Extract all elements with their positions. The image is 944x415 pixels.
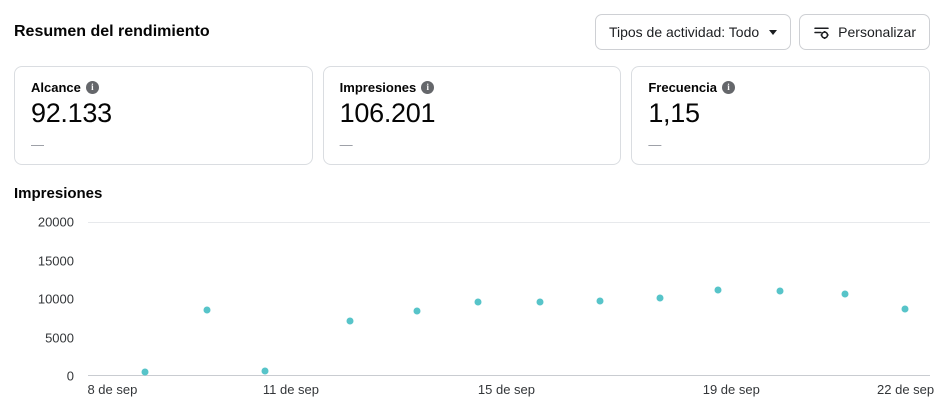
metric-comparison: — [31, 137, 44, 152]
data-point[interactable] [714, 286, 722, 294]
header-actions: Tipos de actividad: Todo Personalizar [594, 14, 930, 50]
customize-label: Personalizar [838, 24, 916, 40]
x-axis: 8 de sep 11 de sep 15 de sep 19 de sep 22 de… [87, 382, 934, 402]
metric-comparison: — [648, 137, 662, 152]
metric-label: Impresiones [339, 80, 417, 95]
metric-label-row: Impresiones i [340, 80, 605, 95]
customize-button[interactable]: Personalizar [799, 14, 930, 50]
data-point[interactable] [776, 287, 784, 295]
metric-cards: Alcance i 92.133 — Impresiones i 106.201… [14, 66, 931, 165]
x-axis-label: 15 de sep [477, 382, 536, 397]
x-axis-line [88, 375, 930, 376]
customize-icon [813, 24, 830, 41]
metric-label-row: Frecuencia i [648, 80, 913, 95]
data-point[interactable] [656, 294, 664, 302]
metric-value: 106.201 [339, 98, 436, 128]
x-axis-label: 8 de sep [87, 382, 138, 397]
y-axis-label: 0 [66, 368, 74, 384]
x-axis-label: 22 de sep [877, 382, 935, 397]
data-point[interactable] [474, 298, 482, 306]
plot-area [88, 222, 930, 376]
metric-card-frecuencia: Frecuencia i 1,15 — [631, 66, 931, 165]
metric-label: Frecuencia [648, 80, 717, 95]
y-axis: 20000 15000 10000 5000 0 [0, 215, 80, 384]
page-title: Resumen del rendimiento [14, 23, 210, 40]
activity-type-filter-button[interactable]: Tipos de actividad: Todo [594, 14, 792, 50]
info-icon[interactable]: i [421, 81, 435, 94]
y-axis-label: 15000 [37, 253, 74, 268]
data-point[interactable] [596, 297, 604, 305]
metric-card-alcance: Alcance i 92.133 — [14, 66, 313, 165]
y-axis-label: 10000 [37, 291, 74, 307]
y-axis-label: 5000 [45, 330, 74, 345]
activity-type-filter-label: Tipos de actividad: Todo [608, 24, 760, 40]
data-point[interactable] [413, 307, 421, 315]
x-axis-label: 19 de sep [702, 382, 760, 397]
chevron-down-icon [769, 29, 778, 35]
metric-comparison: — [339, 137, 353, 152]
data-point[interactable] [536, 298, 544, 306]
y-axis-label: 20000 [37, 214, 74, 230]
info-icon[interactable]: i [85, 81, 99, 94]
data-point[interactable] [901, 305, 909, 313]
gridline-top [88, 222, 930, 223]
data-point[interactable] [841, 290, 849, 298]
data-point[interactable] [141, 368, 149, 376]
metric-label: Alcance [31, 80, 81, 95]
data-point[interactable] [261, 367, 269, 375]
x-axis-label: 11 de sep [262, 382, 319, 397]
info-icon[interactable]: i [722, 81, 735, 94]
chart-section-title: Impresiones [14, 185, 103, 202]
metric-value: 92.133 [31, 98, 112, 128]
metric-card-impresiones: Impresiones i 106.201 — [322, 66, 622, 165]
data-point[interactable] [346, 317, 354, 325]
performance-summary-page: Resumen del rendimiento Tipos de activid… [0, 0, 944, 404]
data-point[interactable] [203, 306, 211, 314]
header: Resumen del rendimiento Tipos de activid… [0, 0, 944, 50]
metric-label-row: Alcance i [31, 80, 296, 95]
metric-value: 1,15 [648, 98, 700, 128]
impressions-chart: 20000 15000 10000 5000 0 8 de sep 11 de sep 15… [0, 210, 944, 404]
